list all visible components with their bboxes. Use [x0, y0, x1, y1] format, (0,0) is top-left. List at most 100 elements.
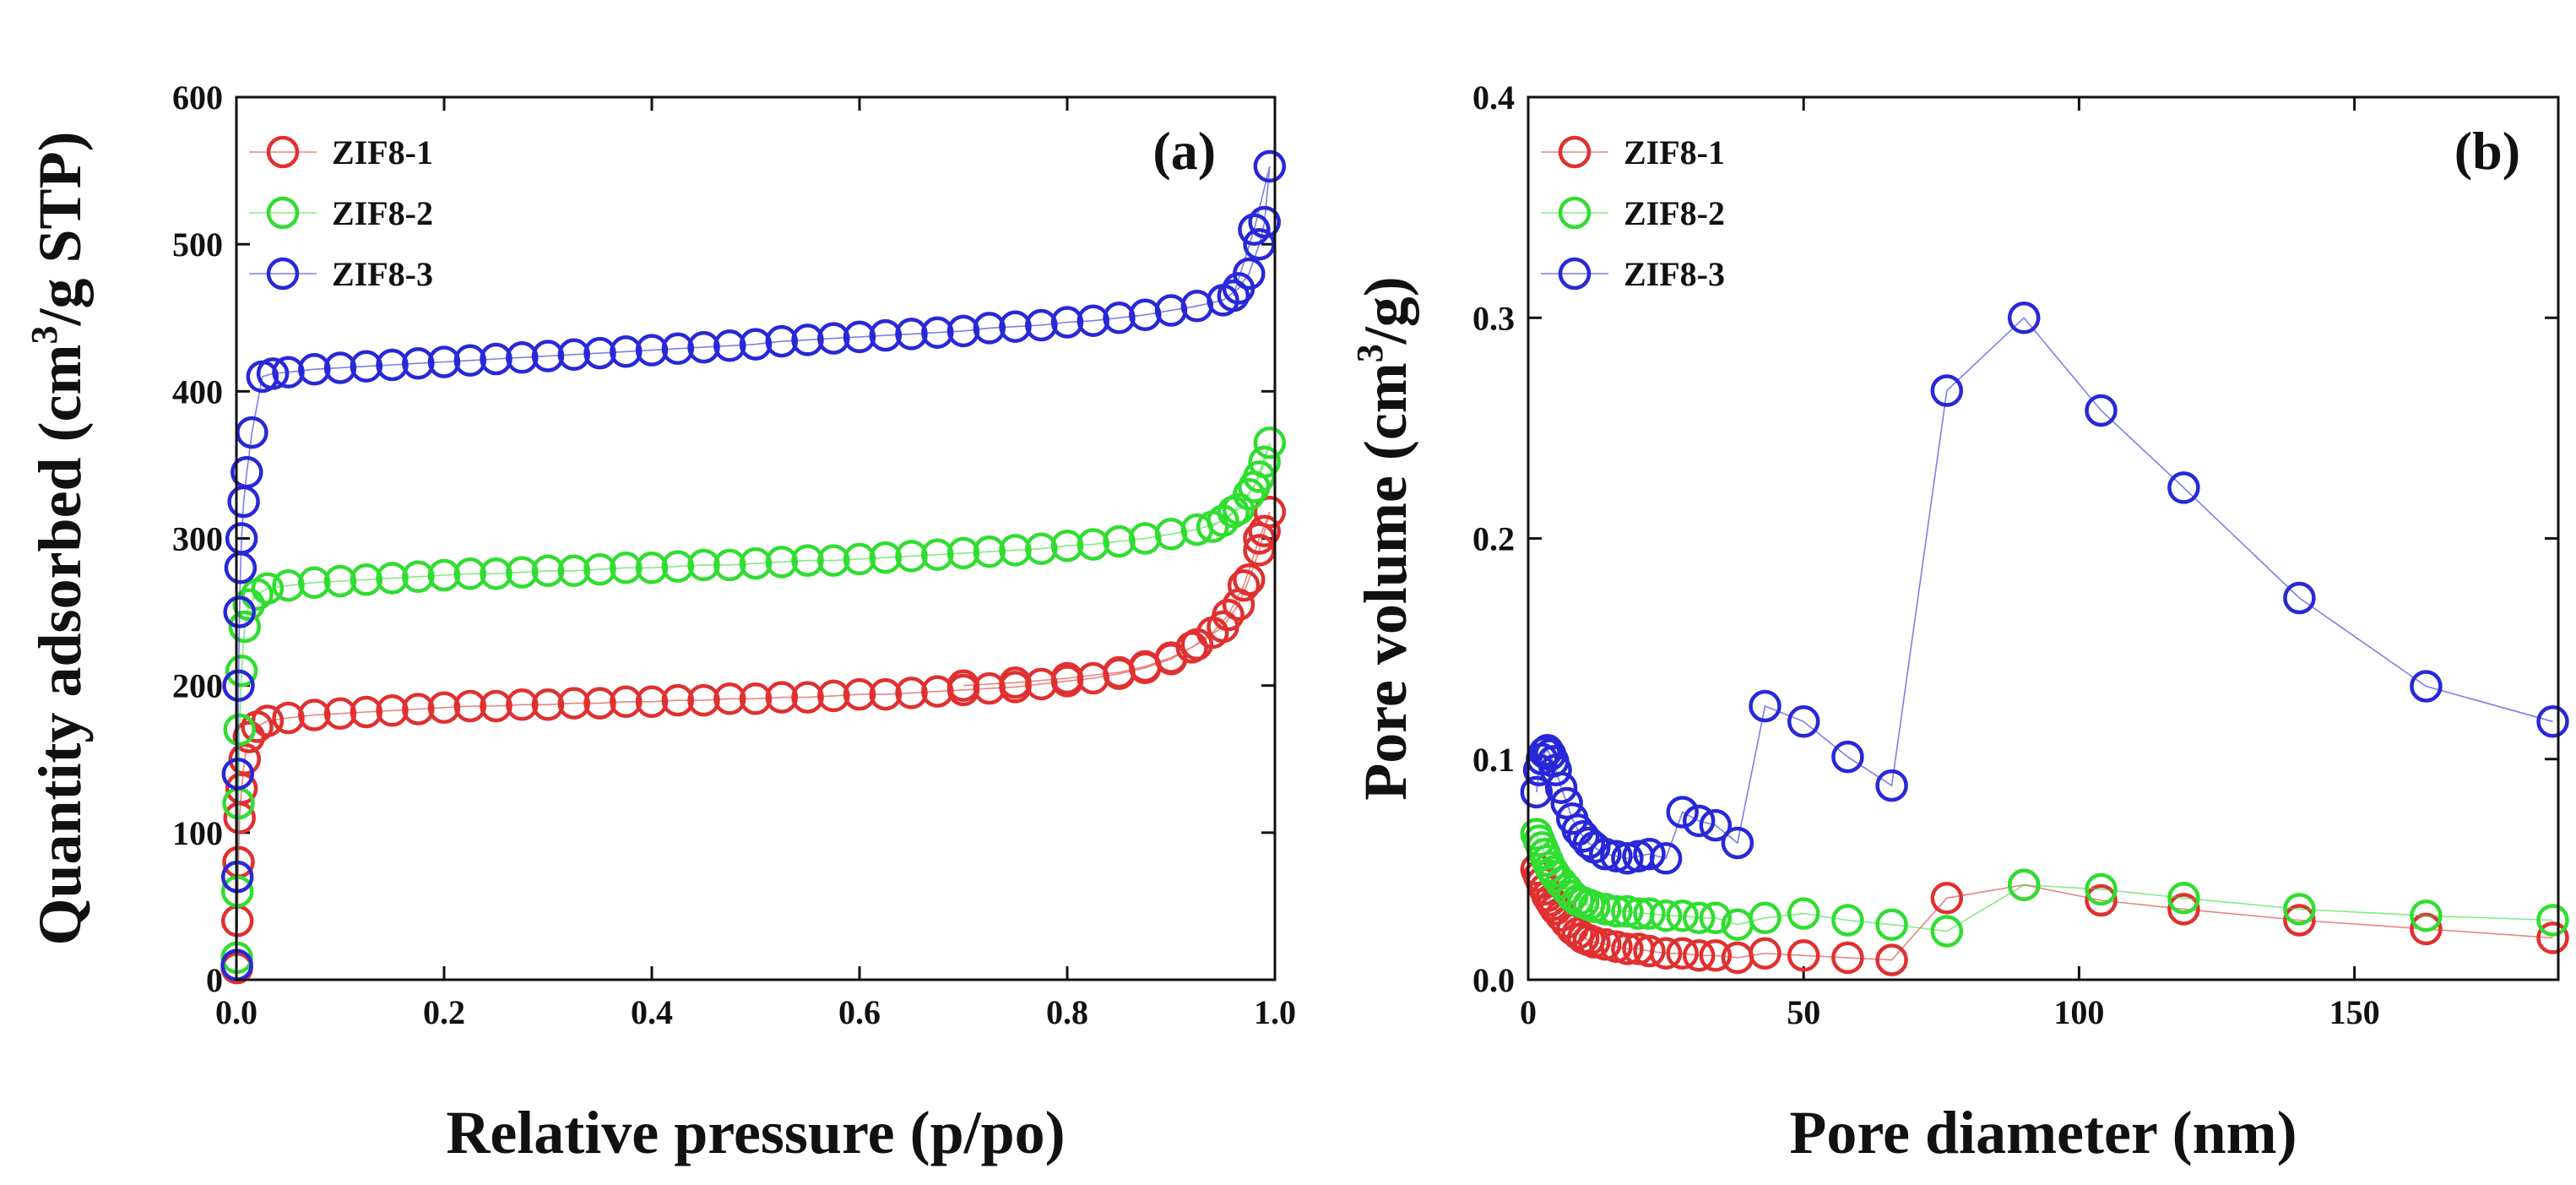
panel-a-x-axis-title: Relative pressure (p/po)	[446, 1099, 1065, 1166]
panel-b-series-zif83-point	[1749, 689, 1782, 723]
panel-a-series-zif81-point	[427, 691, 461, 725]
panel-a-series-zif83-point	[661, 332, 695, 366]
panel-a-legend-marker-zif81	[266, 135, 300, 169]
panel-b-y-tick-label: 0.3	[1472, 299, 1515, 337]
panel-b-series-zif82-point	[1611, 894, 1644, 928]
panel-a-plot-area	[220, 149, 1287, 985]
panel-a-series-zif83-point	[427, 345, 461, 378]
panel-b-series-zif82-point	[1666, 899, 1699, 932]
panel-a-series-zif81-point	[298, 698, 331, 731]
panel-a-y-tick-label: 300	[172, 520, 223, 558]
panel-b-series-zif83-point	[1831, 740, 1864, 774]
panel-a-legend-marker-zif83	[266, 257, 300, 291]
panel-b-series-zif81-point	[1682, 939, 1716, 972]
panel-a-y-title-tail: /g STP)	[26, 131, 94, 326]
panel-a-series-zif81-point	[1248, 514, 1281, 548]
panel-a-series-zif83-point	[687, 330, 720, 364]
panel-b-series-zif83-point	[2536, 705, 2569, 738]
panel-b-y-tick-label: 0.0	[1472, 961, 1515, 999]
panel-a-series-zif82-point	[973, 535, 1006, 568]
panel-b-series-zif82-point	[2167, 882, 2200, 915]
panel-b-series-zif82-point	[1682, 901, 1716, 935]
panel-a-series-zif81-point	[765, 681, 799, 714]
panel-a-series-zif82-point	[791, 544, 824, 577]
panel-a-series-zif82-point	[557, 554, 591, 588]
panel-b-series-zif82-point	[1831, 904, 1864, 937]
panel-b-series-zif82-point	[2536, 904, 2569, 937]
panel-b-series-zif81-point	[1589, 927, 1622, 961]
panel-a-series-zif83-point	[1103, 302, 1136, 334]
panel-b-series-zif81-point	[2167, 893, 2200, 926]
panel-a-series-zif81-point	[583, 687, 616, 720]
panel-a-series-zif82-point	[661, 550, 695, 583]
panel-a-x-tick-label: 0.0	[215, 993, 258, 1031]
panel-b-series-zif83-point	[1566, 819, 1600, 853]
panel-a-series-zif81-point	[1050, 661, 1084, 695]
panel-a-series-zif83-point	[1025, 308, 1058, 342]
panel-b-series-zif81-point	[1787, 939, 1820, 972]
panel-a-y-tick-label: 500	[172, 226, 223, 264]
panel-a-series-zif82-point	[298, 566, 331, 600]
panel-a-series-zif82-point	[1154, 518, 1188, 551]
panel-a-series-zif83-point	[1253, 149, 1287, 183]
panel-b-series-zif81-point	[1600, 930, 1633, 964]
panel-a-series-zif83-point	[230, 455, 263, 489]
panel-a-series-zif83-point	[1050, 306, 1084, 339]
panel-a-legend: ZIF8-1 ZIF8-2 ZIF8-3	[249, 133, 433, 293]
panel-b-x-tick-label: 0	[1520, 993, 1537, 1031]
panel-b-series-zif83-point	[1611, 842, 1644, 875]
panel-a-series-zif83-point	[1238, 213, 1271, 247]
panel-b-series-zif83-point	[2410, 670, 2443, 703]
panel-b-series-zif83-point	[2167, 471, 2200, 504]
panel-b-series-zif81-point	[1633, 934, 1666, 968]
panel-a-series-zif82-point	[713, 548, 746, 582]
panel-b-series-zif83-point	[1649, 842, 1683, 875]
panel-a-legend-label-zif82: ZIF8-2	[332, 194, 433, 232]
panel-b-series-zif83-point	[1699, 808, 1733, 842]
panel-b-y-tick-label: 0.2	[1472, 520, 1515, 558]
panel-a-series-zif83-point	[223, 595, 256, 628]
panel-a-y-tick-label: 200	[172, 667, 223, 705]
panel-a-series-zif83-point	[635, 334, 669, 367]
panel-b-series-zif83-point	[1633, 837, 1666, 871]
panel-a-series-zif82-point	[739, 546, 773, 580]
panel-a-series-zif83-point	[791, 323, 824, 356]
panel-b-y-title-sup: 3	[1349, 344, 1391, 362]
panel-a-series-zif82-point	[1129, 522, 1162, 555]
panel-b-y-title-main: Pore volume (cm	[1352, 362, 1419, 800]
panel-b-series-zif82-point	[1699, 901, 1733, 935]
panel-a-frame	[235, 95, 1277, 981]
panel-a-series-zif82-point	[635, 552, 669, 584]
panel-a-series-zif83-point	[713, 329, 746, 362]
panel-a-series-zif82-point	[1025, 532, 1058, 565]
panel-a-series-zif83-point	[1217, 279, 1250, 313]
panel-a-y-title-sup: 3	[24, 326, 65, 345]
panel-a-series-zif82-point	[869, 541, 903, 574]
panel-b-legend-marker-zif83	[1558, 257, 1592, 291]
panel-a-series-zif81-point	[350, 695, 383, 729]
panel-a-series-zif83-point	[946, 314, 980, 348]
panel-b-series-zif83-point	[1875, 769, 1908, 802]
panel-b-legend-marker-zif81	[1558, 135, 1592, 169]
panel-b-series-zif81-point	[1930, 882, 1964, 915]
panel-b-series-zif83-point	[1544, 771, 1578, 804]
panel-a-series-zif82-point	[1103, 525, 1136, 558]
panel-a-series-zif81-line	[236, 511, 1271, 969]
panel-b-series-zif83-point	[1572, 826, 1606, 860]
panel-a-series-zif83-point	[298, 352, 331, 386]
panel-b-series-zif83-point	[1666, 796, 1699, 829]
panel-a-series-zif83-point	[506, 341, 539, 374]
panel-a-series-zif82-point	[687, 548, 720, 582]
panel-b-y-tick-label: 0.1	[1472, 741, 1515, 779]
panel-b-series-zif81-point	[1749, 937, 1782, 970]
panel-a-x-tick-label: 1.0	[1254, 993, 1296, 1031]
panel-b-x-axis-title: Pore diameter (nm)	[1789, 1099, 2297, 1166]
panel-a-series-zif82-point	[583, 552, 616, 586]
panel-b-series-zif83-point	[2007, 302, 2041, 334]
panel-b-series-zif82-point	[1875, 908, 1908, 941]
panel-b-series-zif81-point	[2283, 904, 2316, 937]
panel-a-series-zif83-point	[739, 328, 773, 361]
panel-a-series-zif83-point	[921, 316, 954, 349]
panel-a-series-zif82-point	[223, 713, 256, 747]
panel-a-series-zif82-point	[1196, 510, 1229, 543]
